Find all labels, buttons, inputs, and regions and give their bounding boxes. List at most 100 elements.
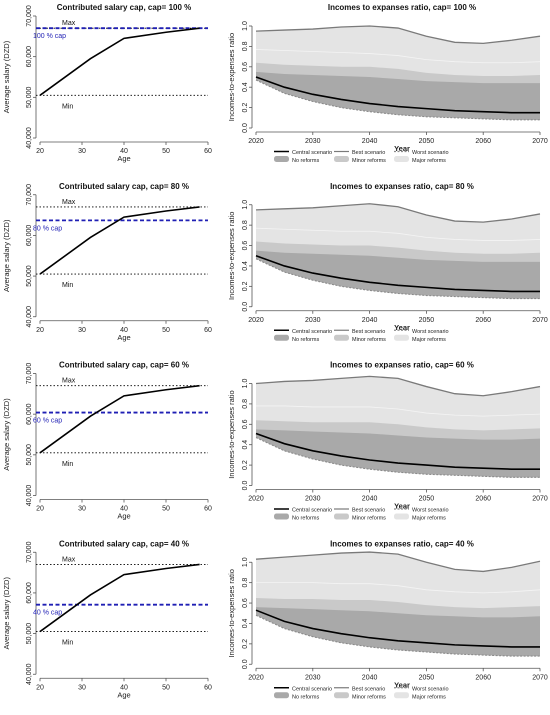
y-tick-label: 0.6 [242, 241, 249, 251]
worst-scenario-line [255, 258, 540, 300]
legend-label: Best scenario [352, 686, 385, 692]
x-tick-label: 50 [162, 506, 170, 513]
legend-key-band_minor [334, 334, 349, 341]
salary-curve [39, 384, 200, 454]
y-tick-label: 0.4 [242, 618, 249, 628]
legend-label: Best scenario [352, 508, 385, 514]
legend-label: Central scenario [292, 686, 332, 692]
y-tick-label: 1.0 [242, 379, 249, 389]
major-boundary [256, 582, 541, 594]
x-tick-label: 50 [162, 684, 170, 691]
y-tick-label: 70,000 [26, 184, 33, 206]
x-tick-label: 2060 [475, 496, 491, 503]
cap-label: 100 % cap [33, 33, 66, 40]
salary-chart-0: Contributed salary cap, cap= 100 % 40,000… [2, 3, 212, 163]
chart-title: Incomes to expanses ratio, cap= 40 % [330, 539, 474, 548]
worst-scenario-line [255, 614, 540, 657]
y-tick-label: 1.0 [242, 21, 249, 31]
central-scenario-line [255, 432, 540, 470]
x-axis-label: Year [394, 680, 410, 689]
x-axis-label: Age [117, 154, 130, 163]
legend-label: Worst scenario [412, 150, 449, 156]
legend-label: Worst scenario [412, 686, 449, 692]
ratio-chart-2: Incomes to expanses ratio, cap= 60 % 0.0 0… [227, 361, 548, 522]
central-scenario-line [255, 254, 540, 293]
x-tick-label: 40 [120, 148, 128, 155]
legend-label: Minor reforms [352, 337, 386, 343]
salary-curve [39, 563, 200, 633]
y-tick-label: 0.2 [242, 639, 249, 649]
legend-key-band_major [394, 513, 409, 520]
legend-key-band_minor [334, 692, 349, 699]
y-tick-label: 40,000 [26, 485, 33, 507]
legend-key-band_major [394, 334, 409, 341]
legend-key-band_none [274, 692, 289, 699]
x-tick-label: 2050 [419, 317, 435, 324]
major-boundary [255, 227, 541, 241]
x-tick-label: 2040 [362, 496, 378, 503]
worst-scenario-line [255, 437, 540, 478]
y-axis-label: Average salary (DZD) [2, 219, 11, 292]
legend-label: Worst scenario [412, 508, 449, 514]
ratio-chart-3: Incomes to expanses ratio, cap= 40 % 0.0 0… [227, 539, 548, 700]
y-tick-label: 60,000 [26, 225, 33, 247]
y-tick-label: 40,000 [26, 127, 33, 149]
legend-label: Worst scenario [412, 329, 449, 335]
x-tick-label: 2020 [248, 674, 264, 681]
legend-label: No reforms [292, 337, 319, 343]
y-tick-label: 50,000 [26, 623, 33, 645]
x-tick-label: 2040 [362, 674, 378, 681]
salary-chart-2: Contributed salary cap, cap= 60 % 40,000 5… [2, 361, 212, 521]
x-tick-label: 2020 [248, 317, 264, 324]
chart-title: Incomes to expanses ratio, cap= 80 % [330, 182, 474, 191]
legend-label: Central scenario [292, 150, 332, 156]
central-scenario-line [255, 76, 540, 114]
salary-chart-1: Contributed salary cap, cap= 80 % 40,000 5… [2, 182, 212, 342]
x-tick-label: 2050 [419, 674, 435, 681]
x-tick-label: 50 [162, 327, 170, 334]
salary-chart-3: Contributed salary cap, cap= 40 % 40,000 5… [2, 539, 212, 699]
x-tick-label: 30 [78, 148, 86, 155]
y-tick-label: 0.0 [242, 481, 249, 491]
cap-label: 80 % cap [33, 225, 62, 232]
y-tick-label: 60,000 [26, 46, 33, 68]
legend-label: No reforms [292, 158, 319, 164]
legend-label: Major reforms [412, 158, 446, 164]
band-no-reforms [256, 250, 540, 299]
min-label: Min [62, 282, 73, 289]
y-tick-label: 40,000 [26, 663, 33, 685]
x-tick-label: 2070 [532, 138, 548, 145]
x-tick-label: 60 [204, 327, 212, 334]
legend-label: Minor reforms [352, 158, 386, 164]
y-axis-label: Average salary (DZD) [2, 577, 11, 650]
salary-curve [39, 206, 200, 275]
best-scenario-line [255, 25, 541, 44]
x-tick-label: 2040 [362, 138, 378, 145]
x-tick-label: 20 [36, 506, 44, 513]
x-tick-label: 60 [204, 506, 212, 513]
y-tick-label: 0.4 [242, 440, 249, 450]
y-tick-label: 0.0 [242, 659, 249, 669]
x-tick-label: 2030 [305, 496, 321, 503]
x-tick-label: 40 [120, 506, 128, 513]
x-tick-label: 20 [36, 684, 44, 691]
x-tick-label: 2060 [475, 317, 491, 324]
min-label: Min [62, 640, 73, 647]
y-tick-label: 50,000 [26, 444, 33, 466]
band-no-reforms [256, 429, 540, 478]
x-tick-label: 20 [36, 327, 44, 334]
y-tick-label: 0.2 [242, 281, 249, 291]
x-tick-label: 2050 [419, 138, 435, 145]
legend-key-band_none [274, 334, 289, 341]
chart-title: Incomes to expanses ratio, cap= 100 % [328, 3, 476, 12]
y-tick-label: 0.0 [242, 123, 249, 133]
legend-key-band_minor [334, 513, 349, 520]
legend-label: Minor reforms [352, 516, 386, 522]
y-tick-label: 0.0 [242, 302, 249, 312]
chart-title: Contributed salary cap, cap= 60 % [59, 361, 189, 370]
max-label: Max [62, 199, 76, 206]
major-boundary [256, 405, 541, 417]
y-tick-label: 70,000 [26, 541, 33, 563]
band-no-reforms [256, 607, 540, 657]
